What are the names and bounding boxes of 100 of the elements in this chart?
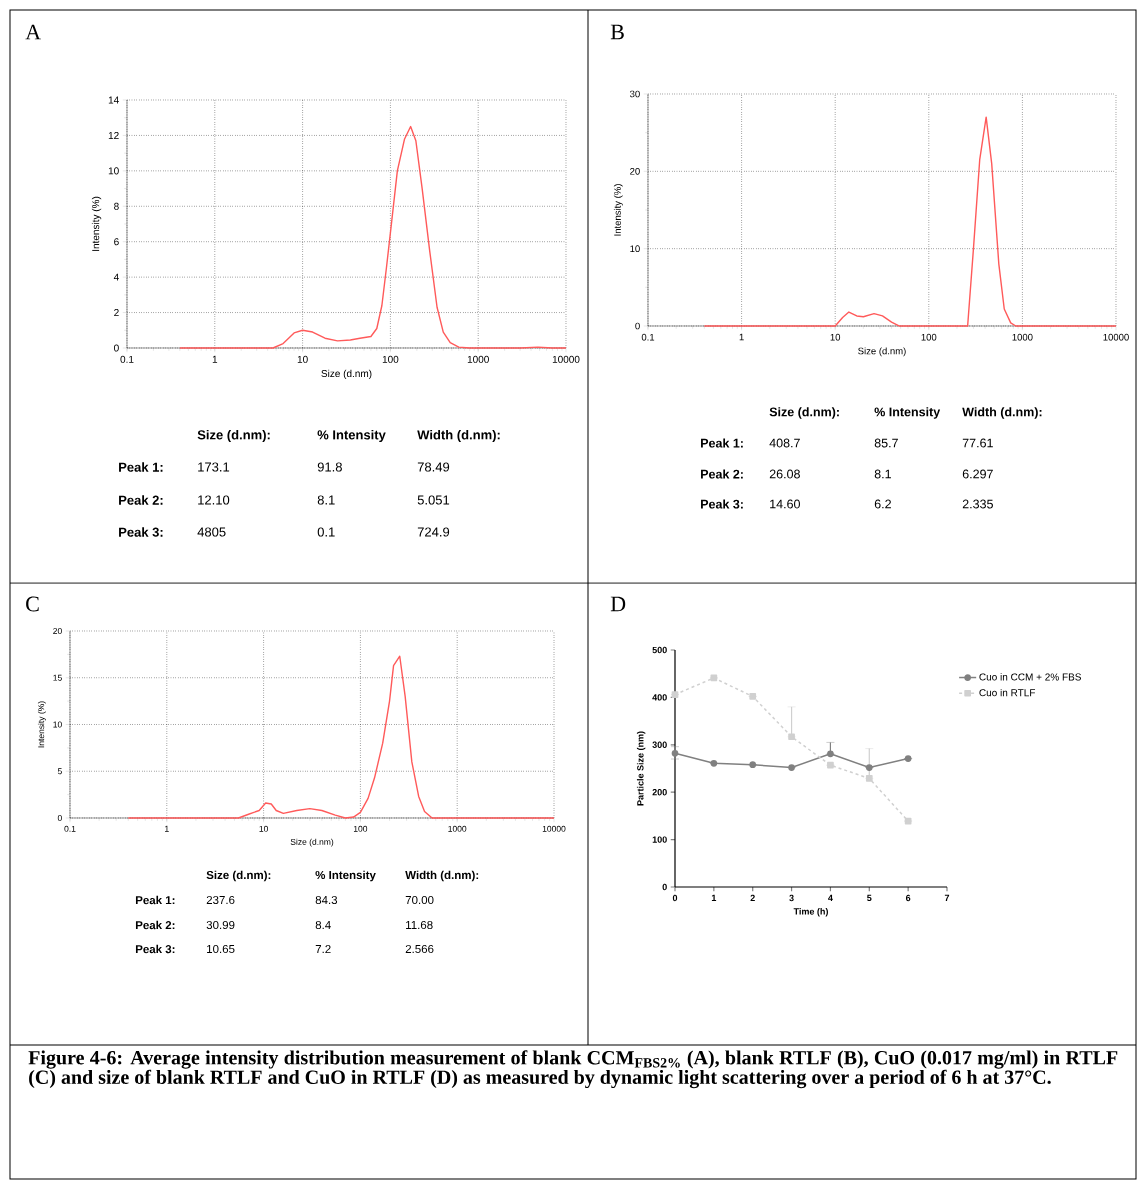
x-tick-label: 10000 bbox=[552, 355, 580, 363]
text: Peak 1: bbox=[701, 438, 743, 448]
text: 85.7 bbox=[874, 438, 898, 448]
text: 5.051 bbox=[417, 495, 450, 505]
chart-title: D bbox=[610, 596, 626, 612]
y-tick-label: 12 bbox=[108, 131, 119, 139]
x-tick-label: 0 bbox=[672, 894, 678, 902]
text: 2.335 bbox=[962, 499, 993, 509]
text: 77.61 bbox=[962, 438, 993, 448]
text: Width (d.nm): bbox=[962, 407, 1042, 419]
text: 0.1 bbox=[317, 527, 335, 537]
text: 8.1 bbox=[874, 469, 891, 479]
x-tick-label: 10000 bbox=[542, 825, 566, 832]
text: 84.3 bbox=[315, 895, 338, 905]
text: Size (d.nm): bbox=[769, 407, 839, 419]
y-tick-label: 0 bbox=[635, 322, 640, 330]
text: 724.9 bbox=[417, 527, 450, 537]
text: Size (d.nm): bbox=[197, 429, 270, 443]
y-tick-label: 5 bbox=[57, 768, 62, 775]
y-axis-title: Intensity (%) bbox=[91, 196, 102, 251]
y-tick-label: 20 bbox=[630, 167, 640, 175]
text: 8.1 bbox=[317, 495, 335, 505]
y-tick-label: 6 bbox=[114, 238, 119, 246]
text: 237.6 bbox=[206, 895, 235, 905]
x-tick-label: 4 bbox=[828, 894, 833, 901]
text: 408.7 bbox=[769, 438, 800, 448]
x-tick-label: 3 bbox=[789, 894, 794, 902]
text: 10.65 bbox=[207, 944, 235, 954]
y-tick-label: 4 bbox=[113, 273, 119, 281]
chart-title: B bbox=[610, 24, 624, 40]
text: Peak 3: bbox=[701, 499, 743, 509]
text: Peak 3: bbox=[135, 944, 175, 954]
y-tick-label: 2 bbox=[114, 309, 119, 317]
text: 91.8 bbox=[317, 462, 342, 472]
x-tick-label: 0.1 bbox=[120, 355, 134, 363]
text: 14.60 bbox=[770, 499, 800, 509]
x-tick-label: 5 bbox=[867, 894, 872, 902]
text: 2.566 bbox=[405, 944, 434, 954]
x-axis-title: Size (d.nm) bbox=[290, 838, 334, 847]
legend-label: Cuo in RTLF bbox=[979, 688, 1036, 697]
text: 7.2 bbox=[315, 944, 331, 954]
y-tick-label: 300 bbox=[652, 741, 667, 748]
x-tick-label: 1000 bbox=[448, 825, 467, 832]
text: 26.08 bbox=[769, 469, 800, 479]
text: Peak 1: bbox=[119, 462, 163, 472]
y-tick-label: 200 bbox=[652, 789, 667, 796]
y-axis-title: Intensity (%) bbox=[37, 701, 46, 748]
y-tick-label: 10 bbox=[108, 167, 119, 175]
text: 12.10 bbox=[198, 495, 230, 505]
legend-label: Cuo in CCM + 2% FBS bbox=[979, 673, 1081, 681]
x-tick-label: 10000 bbox=[1103, 333, 1129, 341]
text: Peak 2: bbox=[119, 495, 163, 505]
x-tick-label: 10 bbox=[259, 825, 268, 832]
x-tick-label: 6 bbox=[905, 894, 911, 902]
chart-title: A bbox=[25, 24, 41, 40]
x-tick-label: 10 bbox=[830, 333, 841, 341]
x-tick-label: 0.1 bbox=[64, 825, 76, 832]
y-tick-label: 10 bbox=[630, 245, 640, 253]
x-tick-label: 100 bbox=[921, 333, 937, 341]
text: Peak 2: bbox=[135, 920, 175, 930]
text: 78.49 bbox=[417, 462, 450, 472]
x-tick-label: 0.1 bbox=[641, 333, 655, 341]
text: % Intensity bbox=[874, 407, 941, 419]
y-tick-label: 400 bbox=[652, 694, 667, 701]
text: 70.00 bbox=[405, 895, 434, 905]
text: % Intensity bbox=[317, 429, 386, 443]
text: Peak 3: bbox=[119, 527, 163, 537]
x-tick-label: 2 bbox=[750, 894, 755, 902]
x-tick-label: 10 bbox=[297, 355, 308, 363]
x-tick-label: 1 bbox=[711, 894, 717, 901]
y-axis-title: Particle Size (nm) bbox=[636, 731, 646, 806]
x-tick-label: 1 bbox=[165, 825, 169, 832]
text: 6.297 bbox=[962, 469, 993, 479]
text: Size (d.nm): bbox=[206, 870, 271, 882]
text: 4805 bbox=[197, 527, 226, 537]
x-axis-title: Time (h) bbox=[793, 908, 828, 917]
y-tick-label: 30 bbox=[629, 90, 640, 98]
text: 173.1 bbox=[198, 462, 230, 472]
text: Peak 1: bbox=[135, 895, 175, 905]
x-axis-title: Size (d.nm) bbox=[858, 347, 906, 357]
text: % Intensity bbox=[315, 870, 376, 882]
y-tick-label: 10 bbox=[53, 721, 62, 728]
text: Peak 2: bbox=[701, 469, 743, 479]
text: Width (d.nm): bbox=[405, 870, 479, 882]
text: 6.2 bbox=[874, 499, 891, 509]
y-tick-label: 15 bbox=[53, 674, 62, 681]
x-tick-label: 1 bbox=[739, 333, 744, 341]
text: 11.68 bbox=[406, 920, 433, 930]
x-axis-title: Size (d.nm) bbox=[321, 369, 372, 380]
y-tick-label: 0 bbox=[662, 883, 667, 891]
caption: Figure 4-6: Average intensity distribution measurement of blank CCM$_{FBS2%}$ (A), blank RTLF (B), CuO (0.017 mg/ml) in RTLF (C) and size of blank RTLF and CuO in RTLF (D) as measured by dynamic light scattering over a period of 6 h at 37°C. bbox=[28, 1050, 1118, 1089]
x-tick-label: 1000 bbox=[1012, 333, 1033, 341]
x-tick-label: 7 bbox=[944, 894, 950, 901]
text: Width (d.nm): bbox=[417, 429, 500, 443]
x-tick-label: 1 bbox=[212, 355, 218, 363]
y-tick-label: 100 bbox=[652, 836, 667, 843]
text: 8.4 bbox=[315, 920, 331, 930]
y-axis-title: Intensity (%) bbox=[613, 184, 623, 236]
x-tick-label: 1000 bbox=[467, 355, 489, 363]
y-tick-label: 500 bbox=[652, 646, 667, 654]
